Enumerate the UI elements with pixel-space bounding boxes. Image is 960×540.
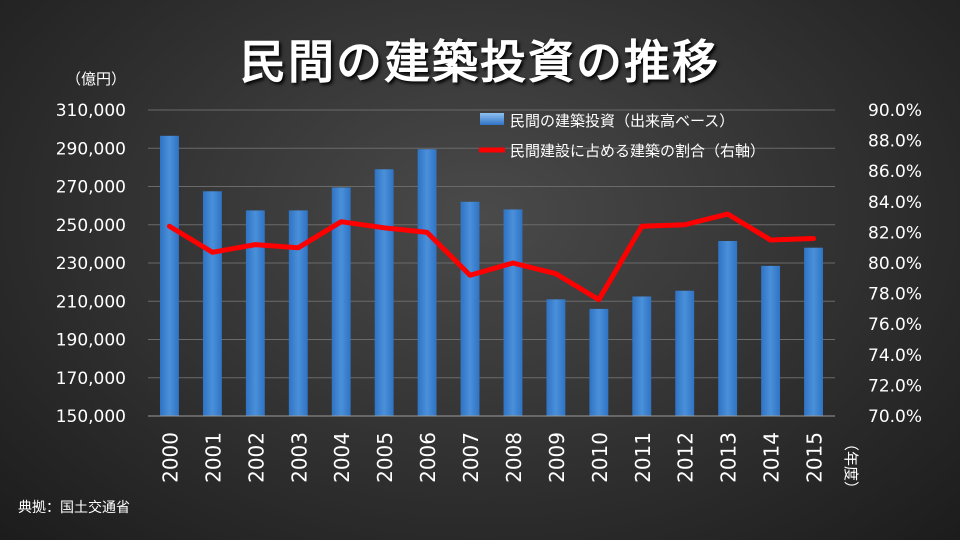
y2-tick-label: 78.0% (868, 285, 922, 305)
legend-bar-swatch (480, 113, 504, 125)
right-axis-unit: （年度） (842, 436, 860, 496)
y-tick-label: 210,000 (56, 292, 126, 312)
bar (589, 308, 609, 416)
bar (632, 296, 652, 416)
bar (245, 210, 265, 416)
bar (374, 169, 394, 416)
page-title: 民間の建築投資の推移 (240, 35, 720, 89)
bar (417, 149, 437, 417)
y2-tick-label: 86.0% (868, 162, 922, 182)
x-tick-label: 2013 (717, 432, 741, 483)
y-tick-label: 150,000 (56, 407, 126, 427)
x-tick-label: 2007 (459, 432, 483, 483)
x-tick-label: 2000 (158, 432, 182, 483)
x-tick-label: 2003 (287, 432, 311, 483)
bar (503, 209, 523, 416)
y2-tick-label: 70.0% (868, 407, 922, 427)
y-tick-label: 270,000 (56, 178, 126, 198)
y-tick-label: 250,000 (56, 216, 126, 236)
y-tick-label: 230,000 (56, 254, 126, 274)
y2-tick-label: 84.0% (868, 193, 922, 213)
x-tick-label: 2012 (674, 432, 698, 483)
x-tick-label: 2015 (803, 432, 827, 483)
y2-tick-label: 82.0% (868, 223, 922, 243)
x-tick-label: 2010 (588, 432, 612, 483)
bar (202, 191, 222, 416)
x-tick-label: 2014 (760, 432, 784, 483)
bar (675, 290, 695, 416)
y2-tick-label: 76.0% (868, 315, 922, 335)
x-tick-label: 2011 (631, 432, 655, 483)
bar (331, 187, 351, 416)
y-tick-label: 170,000 (56, 369, 126, 389)
left-axis-unit: （億円） (66, 70, 127, 88)
x-tick-label: 2002 (244, 432, 268, 483)
legend-label-bars: 民間の建築投資（出来高ベース） (510, 112, 734, 130)
x-tick-label: 2006 (416, 432, 440, 483)
bar (546, 299, 566, 416)
bar (288, 210, 308, 416)
x-tick-label: 2008 (502, 432, 526, 483)
bar (460, 201, 480, 416)
bar (761, 265, 781, 416)
y-tick-label: 290,000 (56, 139, 126, 159)
y-tick-label: 190,000 (56, 331, 126, 351)
x-tick-label: 2005 (373, 432, 397, 483)
y2-tick-label: 90.0% (868, 101, 922, 121)
bar (804, 247, 823, 416)
source-note: 典拠：国土交通省 (18, 500, 130, 516)
x-tick-label: 2009 (545, 432, 569, 483)
y2-tick-label: 80.0% (868, 254, 922, 274)
y2-tick-label: 74.0% (868, 346, 922, 366)
y2-tick-label: 72.0% (868, 376, 922, 396)
x-tick-label: 2004 (330, 432, 354, 483)
x-tick-label: 2001 (201, 432, 225, 483)
bar (718, 241, 738, 416)
y2-tick-label: 88.0% (868, 132, 922, 152)
y-tick-label: 310,000 (56, 101, 126, 121)
line-series (166, 211, 817, 303)
legend-label-line: 民間建設に占める建築の割合（右軸） (510, 142, 765, 160)
bar (160, 135, 179, 416)
